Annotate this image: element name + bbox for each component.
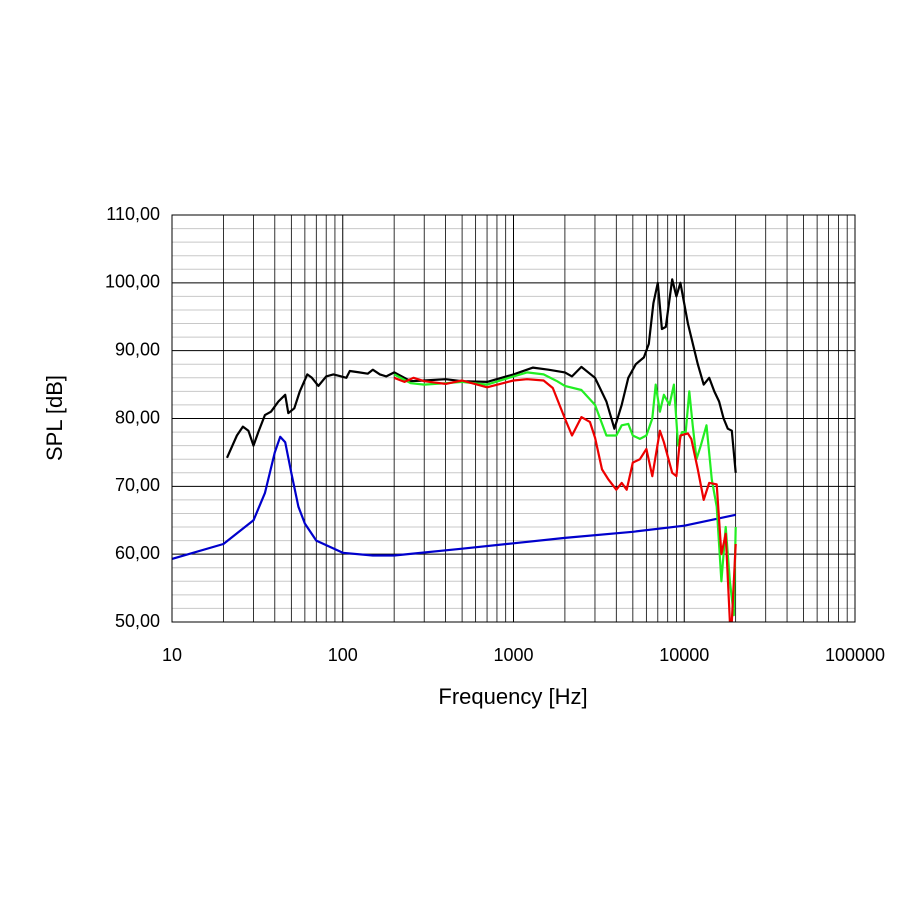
- plot-frame: [171, 214, 856, 623]
- plot-lines: [172, 278, 737, 622]
- y-tick-label: 60,00: [115, 543, 160, 563]
- y-tick-label: 50,00: [115, 611, 160, 631]
- x-tick-label: 1000: [493, 645, 533, 665]
- y-tick-label: 90,00: [115, 339, 160, 359]
- grid: [171, 214, 856, 623]
- y-tick-label: 70,00: [115, 475, 160, 495]
- x-tick-label: 100000: [825, 645, 885, 665]
- labels: 50,00 60,00 70,00 80,00 90,00 100,00 110,00 10 1…: [105, 204, 885, 665]
- series-line: [172, 435, 736, 560]
- x-tick-label: 100: [328, 645, 358, 665]
- series-line: [393, 371, 737, 617]
- series-line: [225, 278, 737, 473]
- y-tick-label: 100,00: [105, 272, 160, 292]
- series-line: [393, 376, 737, 622]
- y-tick-label: 80,00: [115, 407, 160, 427]
- x-tick-label: 10000: [659, 645, 709, 665]
- x-tick-label: 10: [162, 645, 182, 665]
- x-axis-label: Frequency [Hz]: [438, 684, 587, 709]
- y-axis-label: SPL [dB]: [42, 375, 67, 461]
- y-tick-label: 110,00: [106, 204, 160, 224]
